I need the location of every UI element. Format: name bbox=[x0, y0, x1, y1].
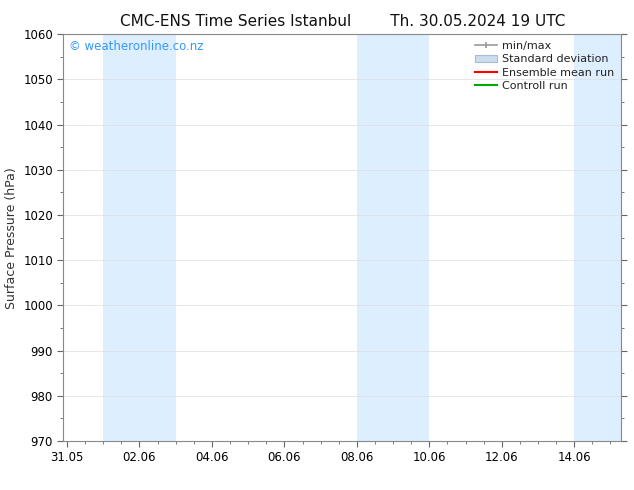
Bar bbox=[574, 34, 621, 441]
Y-axis label: Surface Pressure (hPa): Surface Pressure (hPa) bbox=[4, 167, 18, 309]
Bar bbox=[357, 34, 429, 441]
Legend: min/max, Standard deviation, Ensemble mean run, Controll run: min/max, Standard deviation, Ensemble me… bbox=[470, 37, 619, 96]
Bar bbox=[103, 34, 176, 441]
Text: © weatheronline.co.nz: © weatheronline.co.nz bbox=[69, 40, 204, 53]
Title: CMC-ENS Time Series Istanbul        Th. 30.05.2024 19 UTC: CMC-ENS Time Series Istanbul Th. 30.05.2… bbox=[120, 14, 565, 29]
